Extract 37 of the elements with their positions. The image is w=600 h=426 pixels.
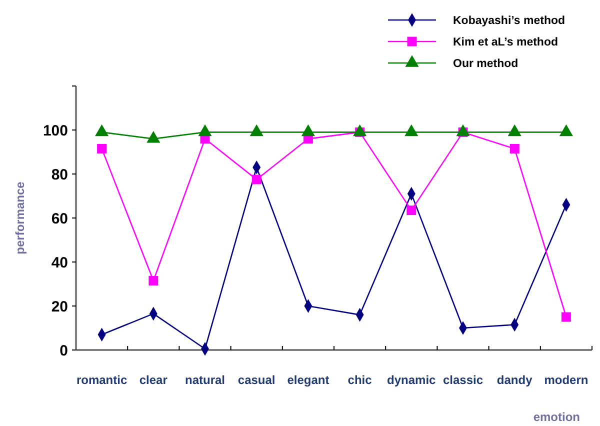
point bbox=[148, 276, 158, 286]
point bbox=[95, 124, 109, 136]
point bbox=[146, 130, 160, 143]
legend-label: Kobayashi’s method bbox=[453, 15, 566, 28]
x-tick-label: clear bbox=[139, 373, 168, 387]
x-tick-label: dynamic bbox=[387, 373, 436, 387]
y-axis-title: performance bbox=[13, 181, 27, 254]
point bbox=[301, 124, 315, 136]
point bbox=[559, 124, 573, 136]
point bbox=[406, 206, 416, 216]
y-tick-label: 60 bbox=[51, 210, 68, 228]
y-tick-label: 100 bbox=[42, 122, 68, 140]
point bbox=[353, 124, 367, 136]
legend-label: Kim et aL’s method bbox=[453, 36, 558, 49]
point bbox=[508, 124, 522, 136]
point bbox=[404, 124, 418, 136]
x-tick-label: romantic bbox=[76, 373, 128, 387]
x-tick-label: modern bbox=[544, 373, 588, 387]
point bbox=[252, 174, 262, 184]
y-tick-label: 40 bbox=[51, 254, 68, 272]
y-tick-label: 0 bbox=[60, 342, 68, 360]
point bbox=[250, 124, 264, 136]
y-tick-label: 20 bbox=[51, 298, 68, 316]
x-tick-label: elegant bbox=[287, 373, 330, 387]
legend-label: Our method bbox=[453, 58, 518, 70]
x-tick-label: classic bbox=[442, 373, 484, 387]
y-tick-label: 80 bbox=[51, 166, 68, 184]
x-tick-label: chic bbox=[348, 373, 372, 387]
point bbox=[97, 144, 107, 154]
point bbox=[510, 144, 520, 154]
point bbox=[561, 312, 571, 322]
point bbox=[456, 124, 470, 136]
x-tick-label: dandy bbox=[496, 373, 533, 387]
point bbox=[198, 124, 212, 136]
x-tick-label: natural bbox=[184, 373, 226, 387]
x-tick-label: casual bbox=[238, 373, 276, 387]
x-axis-title: emotion bbox=[533, 410, 580, 424]
